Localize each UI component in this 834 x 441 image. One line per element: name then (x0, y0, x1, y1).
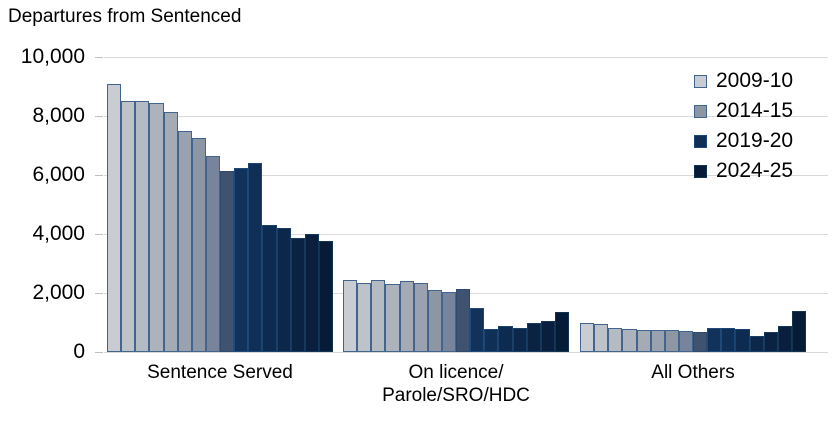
bar-2024-25-group1 (318, 241, 333, 352)
category-label-line: Sentence Served (147, 362, 293, 383)
bar-group-sentence-served (107, 57, 333, 352)
bar-2017-18-group2 (456, 288, 471, 352)
gridline-8000 (104, 115, 828, 117)
legend-label-2024-25: 2024-25 (716, 159, 794, 182)
bar-2013-14-group3 (636, 329, 651, 352)
bar-2021-22-group3 (749, 335, 764, 352)
legend-item-2024-25: 2024-25 (694, 156, 793, 186)
bar-2018-19-group2 (470, 307, 485, 352)
bar-2020-21-group3 (735, 329, 750, 352)
category-label-on-licence-parole-sro-hdc: On licence/Parole/SRO/HDC (296, 361, 616, 407)
bar-2012-13-group2 (385, 284, 400, 352)
legend-swatch-2019-20 (694, 134, 707, 148)
y-axis-label-10,000: 10,000 (20, 45, 85, 68)
legend-swatch-2024-25 (694, 164, 707, 178)
legend-label-2009-10: 2009-10 (716, 69, 794, 92)
gridline-10000 (104, 56, 828, 58)
y-axis-tick (95, 115, 103, 117)
category-label-sentence-served: Sentence Served (60, 361, 380, 384)
plot-area (104, 56, 828, 353)
bar-2017-18-group1 (220, 170, 235, 352)
y-axis-tick (95, 56, 103, 58)
legend-item-2014-15: 2014-15 (694, 96, 793, 126)
chart-title: Departures from Sentenced (8, 6, 242, 27)
y-axis-label-6,000: 6,000 (32, 163, 85, 186)
bar-2009-10-group2 (343, 279, 358, 352)
bar-2009-10-group3 (580, 322, 595, 352)
bar-2019-20-group2 (484, 329, 499, 352)
bar-2011-12-group1 (135, 101, 150, 352)
bar-2013-14-group2 (399, 281, 414, 352)
bar-2016-17-group1 (205, 155, 220, 352)
legend-item-2009-10: 2009-10 (694, 66, 793, 96)
bar-2021-22-group1 (276, 228, 291, 352)
y-axis-label-8,000: 8,000 (32, 104, 85, 127)
bar-2014-15-group3 (650, 329, 665, 352)
gridline-6000 (104, 174, 828, 176)
category-label-line: Parole/SRO/HDC (382, 385, 530, 406)
legend-swatch-2009-10 (694, 74, 707, 88)
bar-group-all-others (580, 57, 806, 352)
bar-2014-15-group2 (413, 282, 428, 352)
bar-2022-23-group2 (526, 322, 541, 352)
bar-2018-19-group3 (707, 328, 722, 352)
y-axis-tick (95, 351, 103, 353)
legend-item-2019-20: 2019-20 (694, 126, 793, 156)
y-axis-label-4,000: 4,000 (32, 222, 85, 245)
bar-2016-17-group2 (441, 291, 456, 352)
bar-2018-19-group1 (234, 167, 249, 352)
bar-2011-12-group2 (371, 279, 386, 352)
bar-2019-20-group3 (721, 327, 736, 352)
bar-2010-11-group3 (594, 323, 609, 352)
legend: 2009-10 2014-15 2019-20 2024-25 (694, 66, 793, 186)
gridline-4000 (104, 233, 828, 235)
bar-2020-21-group1 (262, 225, 277, 352)
bar-2010-11-group1 (121, 101, 136, 352)
bar-2023-24-group1 (304, 234, 319, 352)
category-label-line: All Others (651, 362, 735, 383)
bar-2022-23-group1 (290, 238, 305, 352)
gridline-0 (104, 351, 828, 353)
y-axis-label-0: 0 (73, 340, 85, 363)
bar-2023-24-group3 (777, 326, 792, 352)
legend-swatch-2014-15 (694, 104, 707, 118)
bar-2015-16-group1 (191, 138, 206, 352)
bar-group-on-licence-parole-sro-hdc (343, 57, 569, 352)
bar-2017-18-group3 (693, 331, 708, 352)
legend-label-2014-15: 2014-15 (716, 99, 794, 122)
bar-2012-13-group1 (149, 102, 164, 352)
bar-2024-25-group2 (554, 312, 569, 352)
bar-2012-13-group3 (622, 329, 637, 352)
bar-2015-16-group2 (427, 290, 442, 352)
y-axis-tick (95, 233, 103, 235)
bar-2022-23-group3 (763, 331, 778, 352)
y-axis-tick (95, 292, 103, 294)
bar-2024-25-group3 (791, 310, 806, 352)
y-axis-label-2,000: 2,000 (32, 281, 85, 304)
bar-2013-14-group1 (163, 111, 178, 352)
category-label-line: On licence/ (408, 362, 504, 383)
bar-2014-15-group1 (177, 130, 192, 352)
bar-2011-12-group3 (608, 328, 623, 352)
bar-2020-21-group2 (498, 326, 513, 352)
bar-2021-22-group2 (512, 327, 527, 352)
category-label-all-others: All Others (533, 361, 834, 384)
bar-2010-11-group2 (357, 282, 372, 352)
bar-2009-10-group1 (107, 83, 122, 352)
bar-2015-16-group3 (664, 330, 679, 352)
bar-2016-17-group3 (678, 331, 693, 352)
bar-2023-24-group2 (540, 321, 555, 352)
bar-2019-20-group1 (248, 163, 263, 352)
legend-label-2019-20: 2019-20 (716, 129, 794, 152)
y-axis-tick (95, 174, 103, 176)
